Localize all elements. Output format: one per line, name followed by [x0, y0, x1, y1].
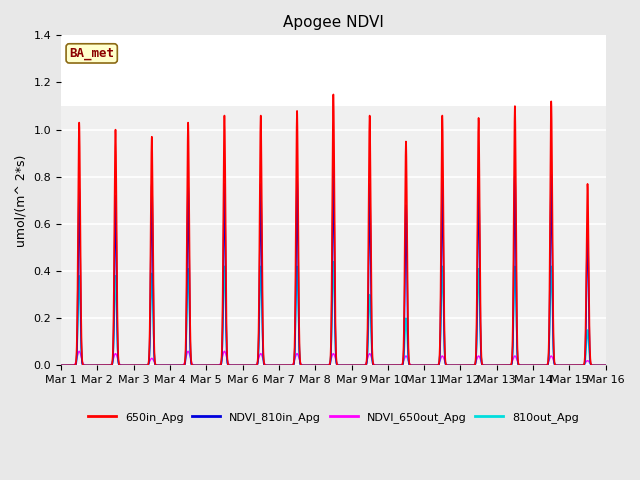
650in_Apg	[330, 92, 337, 97]
NDVI_650out_Apg	[76, 348, 83, 354]
Title: Apogee NDVI: Apogee NDVI	[283, 15, 384, 30]
650in_Apg	[173, 362, 181, 368]
810out_Apg	[409, 362, 417, 368]
NDVI_650out_Apg	[600, 362, 607, 368]
650in_Apg	[261, 362, 269, 368]
NDVI_810in_Apg	[57, 362, 65, 368]
650in_Apg	[600, 362, 607, 368]
NDVI_650out_Apg	[174, 362, 182, 368]
NDVI_810in_Apg	[486, 362, 493, 368]
650in_Apg	[602, 362, 609, 368]
NDVI_810in_Apg	[600, 362, 607, 368]
NDVI_810in_Apg	[261, 362, 269, 368]
810out_Apg	[600, 362, 607, 368]
Line: NDVI_810in_Apg: NDVI_810in_Apg	[61, 168, 605, 365]
650in_Apg	[486, 362, 493, 368]
NDVI_810in_Apg	[602, 362, 609, 368]
810out_Apg	[261, 362, 269, 368]
NDVI_650out_Apg	[409, 362, 417, 368]
650in_Apg	[57, 362, 65, 368]
Text: BA_met: BA_met	[69, 47, 114, 60]
810out_Apg	[57, 362, 65, 368]
650in_Apg	[168, 362, 175, 368]
810out_Apg	[486, 362, 493, 368]
Line: 650in_Apg: 650in_Apg	[61, 95, 605, 365]
810out_Apg	[602, 362, 609, 368]
NDVI_650out_Apg	[261, 361, 269, 367]
NDVI_810in_Apg	[409, 362, 417, 368]
NDVI_650out_Apg	[486, 362, 493, 368]
NDVI_810in_Apg	[168, 362, 175, 368]
Line: 810out_Apg: 810out_Apg	[61, 262, 605, 365]
NDVI_650out_Apg	[602, 362, 609, 368]
NDVI_650out_Apg	[168, 362, 176, 368]
NDVI_810in_Apg	[330, 165, 337, 170]
Bar	[61, 36, 605, 106]
Y-axis label: umol/(m^ 2*s): umol/(m^ 2*s)	[15, 154, 28, 247]
Legend: 650in_Apg, NDVI_810in_Apg, NDVI_650out_Apg, 810out_Apg: 650in_Apg, NDVI_810in_Apg, NDVI_650out_A…	[84, 407, 583, 427]
810out_Apg	[330, 259, 337, 264]
650in_Apg	[409, 362, 417, 368]
NDVI_810in_Apg	[173, 362, 181, 368]
810out_Apg	[168, 362, 175, 368]
NDVI_650out_Apg	[57, 362, 65, 368]
810out_Apg	[173, 362, 181, 368]
Line: NDVI_650out_Apg: NDVI_650out_Apg	[61, 351, 605, 365]
